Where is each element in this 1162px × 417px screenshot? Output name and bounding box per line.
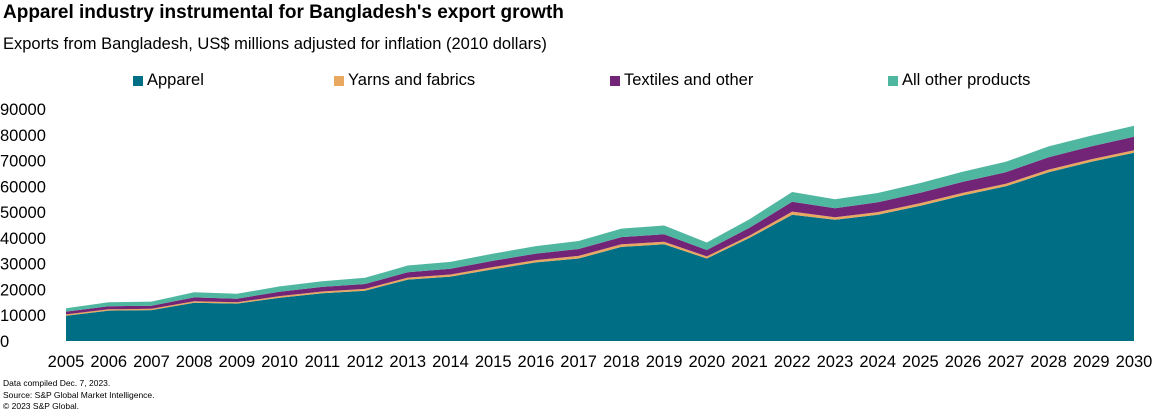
- x-axis-ticks: 2005 2006 2007 2008 2009 2010 2011 2012 2013 2014…: [48, 353, 1153, 371]
- y-tick-label: 30000: [0, 256, 46, 274]
- footnotes: Data compiled Dec. 7, 2023. Source: S&P …: [3, 378, 155, 413]
- y-tick-label: 50000: [0, 204, 46, 222]
- x-tick-label: 2030: [1116, 353, 1153, 371]
- x-tick-label: 2014: [432, 353, 469, 371]
- x-tick-label: 2009: [219, 353, 256, 371]
- x-tick-label: 2023: [817, 353, 854, 371]
- x-tick-label: 2025: [902, 353, 939, 371]
- legend-swatch-apparel: [133, 75, 143, 86]
- y-tick-label: 10000: [0, 307, 46, 325]
- x-tick-label: 2017: [560, 353, 597, 371]
- footnote-source: Source: S&P Global Market Intelligence.: [3, 389, 155, 400]
- x-tick-label: 2016: [518, 353, 555, 371]
- legend-item-apparel: Apparel: [133, 71, 204, 90]
- x-tick-label: 2018: [603, 353, 640, 371]
- footnote-data-compiled: Data compiled Dec. 7, 2023.: [3, 378, 111, 388]
- legend-label-apparel: Apparel: [147, 71, 204, 89]
- chart-title: Apparel industry instrumental for Bangla…: [3, 2, 564, 23]
- x-tick-label: 2010: [261, 353, 298, 371]
- x-tick-label: 2021: [731, 353, 768, 371]
- x-tick-label: 2013: [389, 353, 426, 371]
- x-tick-label: 2024: [859, 353, 896, 371]
- x-tick-label: 2026: [945, 353, 982, 371]
- x-tick-label: 2020: [688, 353, 725, 371]
- y-tick-label: 0: [0, 333, 9, 351]
- x-tick-label: 2027: [987, 353, 1024, 371]
- y-tick-label: 90000: [0, 101, 46, 119]
- area-apparel: [66, 152, 1134, 341]
- x-tick-label: 2029: [1073, 353, 1110, 371]
- x-tick-label: 2015: [475, 353, 512, 371]
- y-axis-ticks: 0 10000 20000 30000 40000 50000 60000 70000 8000…: [0, 101, 46, 351]
- legend-label-yarns: Yarns and fabrics: [348, 71, 476, 89]
- legend-item-yarns: Yarns and fabrics: [334, 71, 475, 90]
- y-tick-label: 40000: [0, 230, 46, 248]
- chart-legend: Apparel Yarns and fabrics Textiles and o…: [0, 71, 1162, 93]
- x-tick-label: 2028: [1030, 353, 1067, 371]
- legend-swatch-other: [888, 75, 898, 86]
- y-tick-label: 70000: [0, 153, 46, 171]
- y-tick-label: 80000: [0, 127, 46, 145]
- legend-label-textiles: Textiles and other: [624, 71, 754, 89]
- x-tick-label: 2011: [305, 353, 340, 371]
- chart-subtitle: Exports from Bangladesh, US$ millions ad…: [3, 35, 547, 53]
- legend-label-other: All other products: [902, 71, 1031, 89]
- x-tick-label: 2022: [774, 353, 811, 371]
- legend-item-textiles: Textiles and other: [610, 71, 753, 90]
- x-tick-label: 2008: [176, 353, 213, 371]
- x-tick-label: 2006: [90, 353, 127, 371]
- area-layers: [66, 125, 1134, 341]
- y-tick-label: 60000: [0, 178, 46, 196]
- x-tick-label: 2007: [133, 353, 170, 371]
- y-tick-label: 20000: [0, 281, 46, 299]
- legend-swatch-textiles: [610, 75, 620, 86]
- legend-item-other: All other products: [888, 71, 1030, 90]
- area-chart: 0 10000 20000 30000 40000 50000 60000 70000 8000…: [0, 101, 1153, 371]
- footnote-copyright: © 2023 S&P Global.: [3, 401, 80, 411]
- legend-swatch-yarns: [334, 75, 344, 86]
- x-tick-label: 2012: [347, 353, 384, 371]
- x-tick-label: 2005: [48, 353, 85, 371]
- x-tick-label: 2019: [646, 353, 683, 371]
